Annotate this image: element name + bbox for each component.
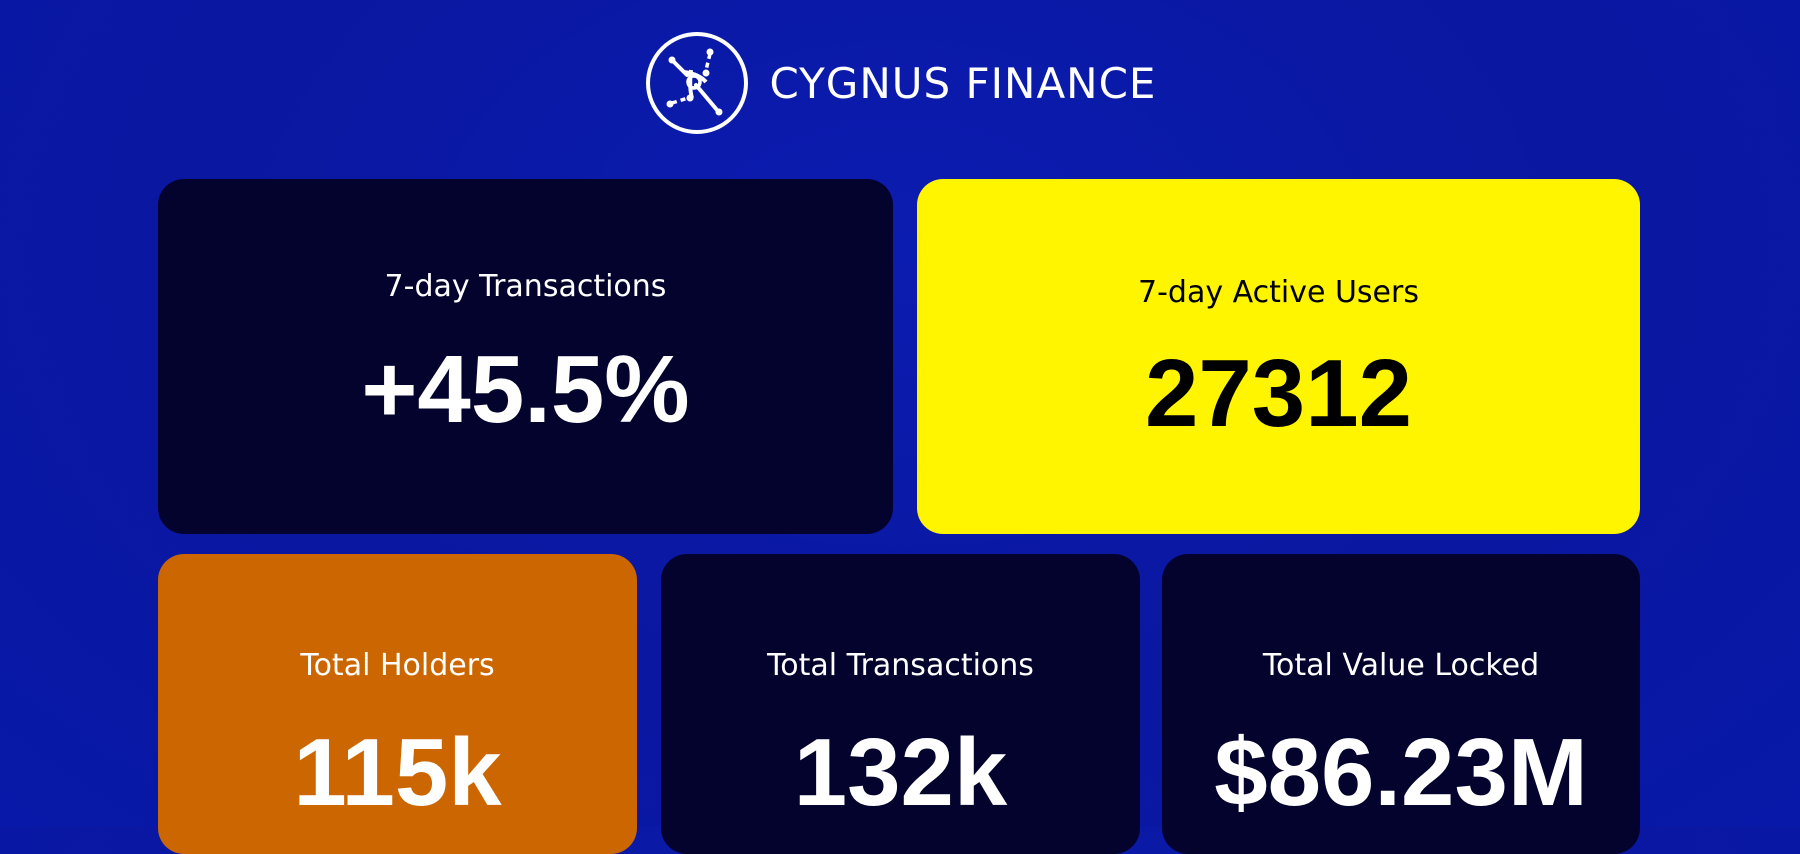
stat-value: 27312 <box>1145 340 1412 447</box>
stat-card-7day-transactions: 7-day Transactions +45.5% <box>158 179 893 534</box>
brand-name: CYGNUS FINANCE <box>769 58 1157 108</box>
stat-label: Total Transactions <box>767 648 1034 683</box>
stat-label: 7-day Transactions <box>384 269 667 304</box>
stat-value: +45.5% <box>361 336 690 443</box>
stat-label: Total Value Locked <box>1262 648 1540 683</box>
constellation-icon <box>645 32 748 134</box>
stat-card-7day-active-users: 7-day Active Users 27312 <box>917 179 1640 534</box>
stat-card-total-value-locked: Total Value Locked $86.23M <box>1162 554 1640 854</box>
header: CYGNUS FINANCE <box>0 28 1800 138</box>
stat-value: 115k <box>293 719 502 826</box>
stat-label: 7-day Active Users <box>1138 275 1419 310</box>
stat-value: $86.23M <box>1214 719 1588 826</box>
stat-label: Total Holders <box>300 648 495 683</box>
stat-card-total-transactions: Total Transactions 132k <box>661 554 1140 854</box>
stat-card-total-holders: Total Holders 115k <box>158 554 637 854</box>
stat-value: 132k <box>793 719 1008 826</box>
